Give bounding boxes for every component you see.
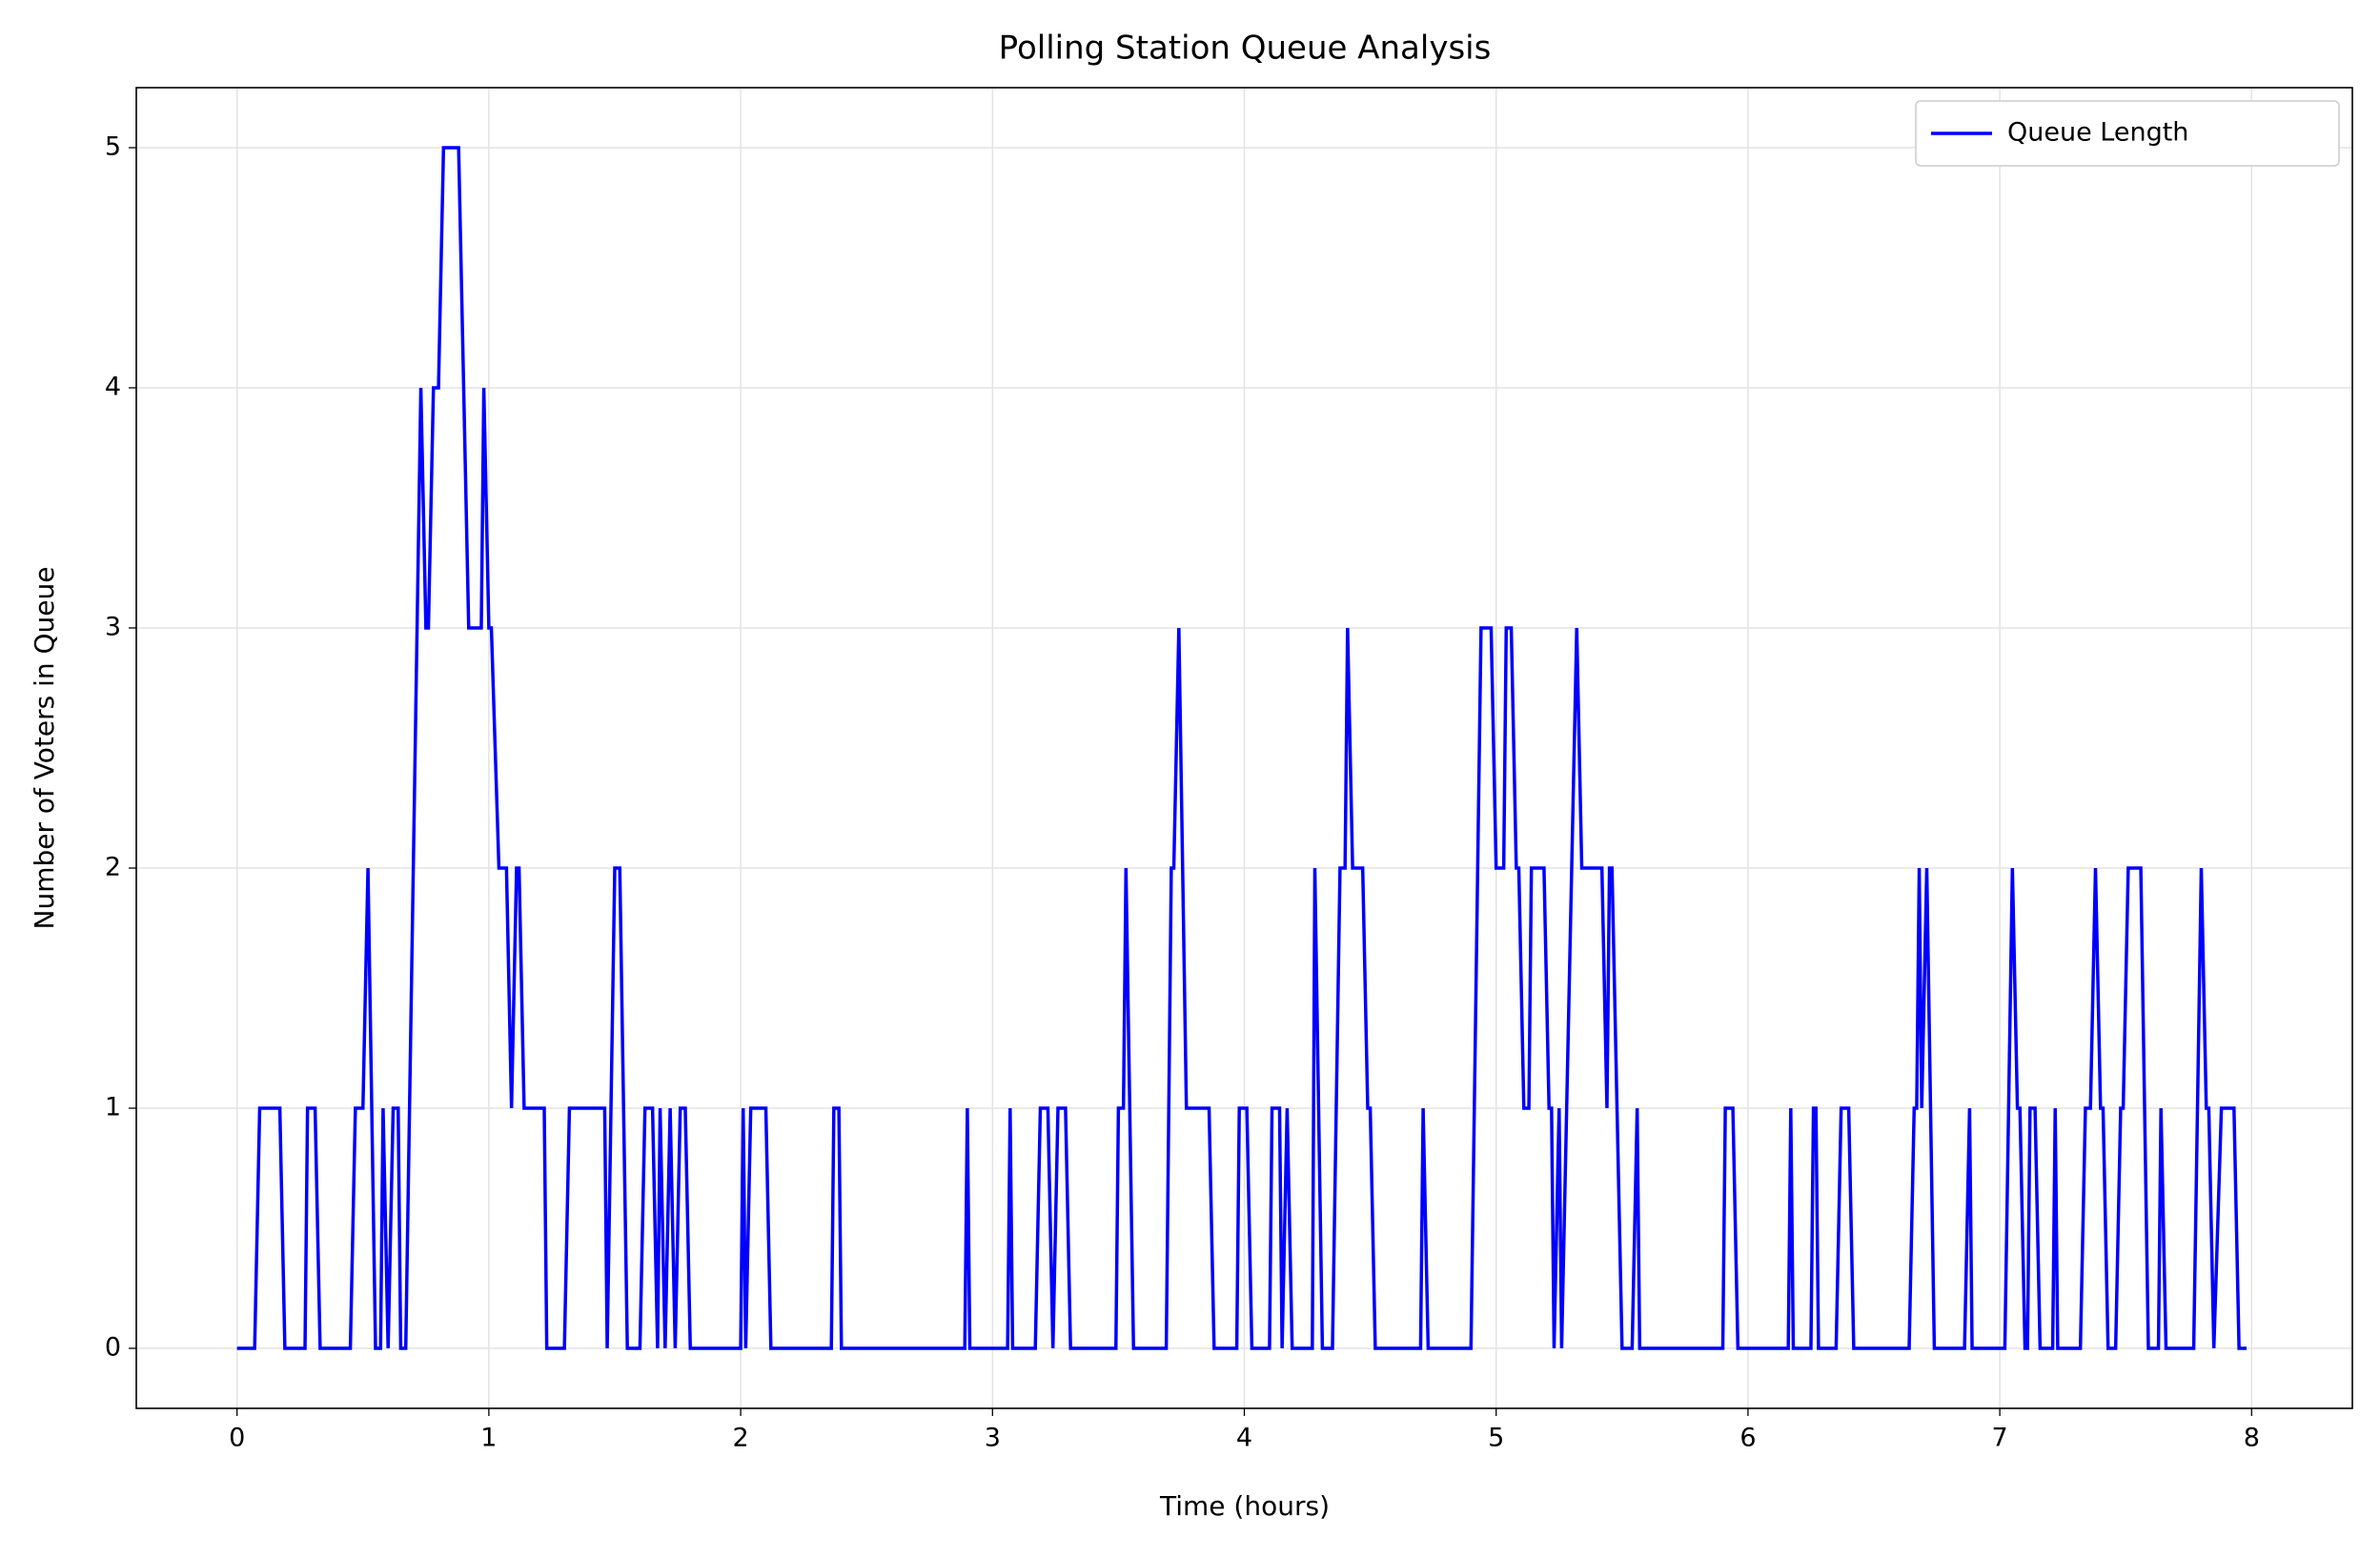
y-axis-label: Number of Voters in Queue bbox=[29, 567, 60, 930]
x-tick-label: 4 bbox=[1236, 1424, 1252, 1453]
y-tick-label: 0 bbox=[105, 1333, 121, 1363]
x-tick-label: 3 bbox=[985, 1424, 1001, 1453]
y-tick-label: 2 bbox=[105, 853, 121, 882]
x-axis-label: Time (hours) bbox=[1159, 1490, 1330, 1522]
plot-frame bbox=[135, 87, 2353, 1409]
legend: Queue Length bbox=[1915, 100, 2340, 167]
x-tick-label: 6 bbox=[1739, 1424, 1756, 1453]
y-tick-label: 1 bbox=[105, 1093, 121, 1122]
x-tick-label: 5 bbox=[1488, 1424, 1504, 1453]
y-tick-label: 4 bbox=[105, 373, 121, 402]
y-tick-label: 5 bbox=[105, 132, 121, 162]
data-line bbox=[236, 146, 2248, 1350]
x-tick-label: 8 bbox=[2244, 1424, 2260, 1453]
x-tick-label: 2 bbox=[732, 1424, 748, 1453]
chart-title: Polling Station Queue Analysis bbox=[999, 30, 1492, 68]
x-tick-label: 7 bbox=[1992, 1424, 2008, 1453]
legend-box bbox=[1915, 100, 2340, 167]
legend-label: Queue Length bbox=[2007, 118, 2188, 148]
x-tick-label: 0 bbox=[229, 1424, 245, 1453]
x-tick-label: 1 bbox=[480, 1424, 497, 1453]
y-tick-label: 3 bbox=[105, 613, 121, 642]
